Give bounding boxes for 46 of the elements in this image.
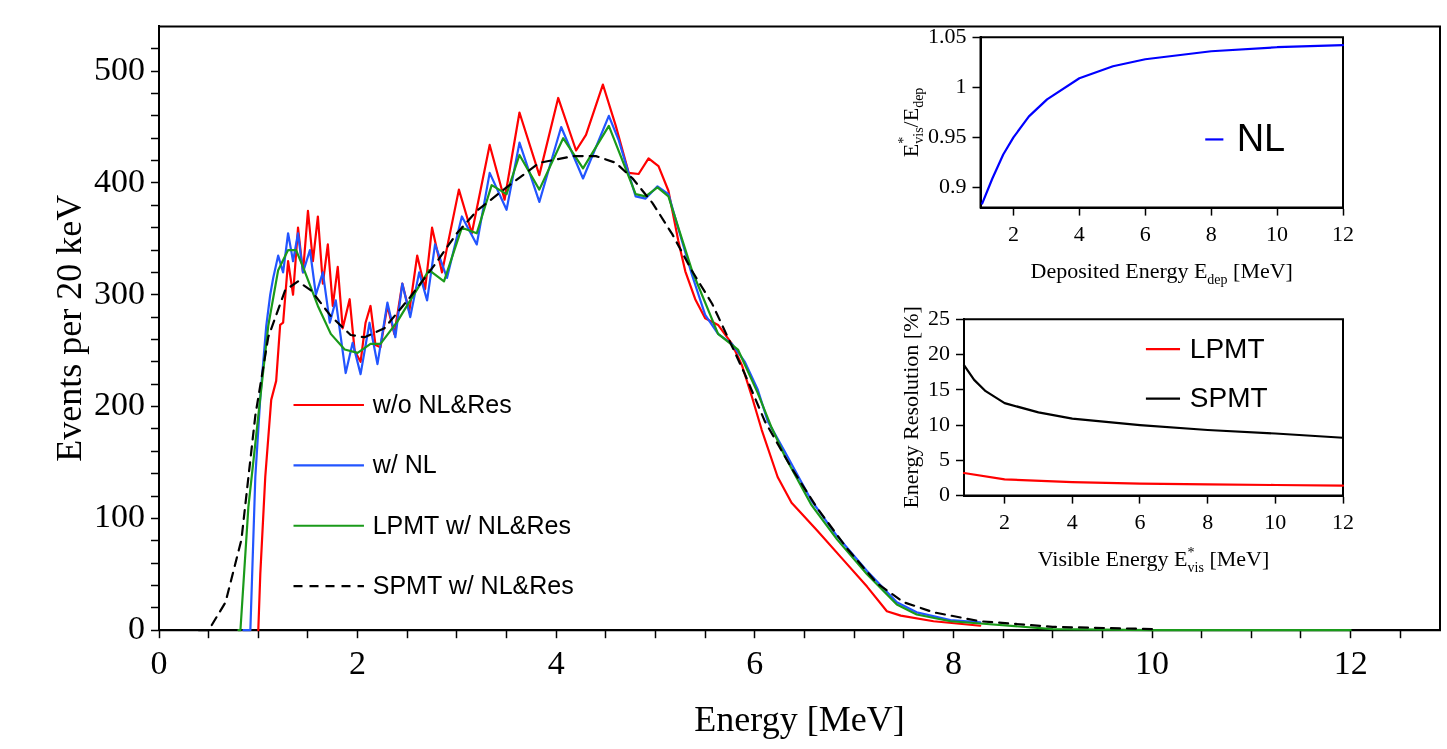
x-tick-label: 4	[1073, 220, 1085, 246]
y-tick-label: 25	[928, 304, 950, 330]
x-tick-label: 8	[944, 643, 962, 681]
x-tick-label: 6	[1139, 220, 1151, 246]
y-tick-label: 1	[955, 73, 967, 99]
y-tick-label: 100	[94, 497, 145, 535]
legend-label: LPMT w/ NL&Res	[372, 510, 571, 539]
y-tick-label: 0.9	[939, 173, 967, 199]
x-tick-label: 2	[1007, 220, 1019, 246]
x-tick-label: 12	[1332, 508, 1354, 534]
y-tick-label: 400	[94, 161, 145, 199]
y-tick-label: 300	[94, 273, 145, 311]
y-tick-label: 20	[928, 340, 950, 366]
x-tick-label: 4	[1066, 508, 1078, 534]
x-axis-title: Energy [MeV]	[694, 698, 905, 739]
y-tick-label: 0	[128, 609, 145, 647]
x-tick-label: 10	[1266, 220, 1289, 246]
y-tick-label: 10	[928, 410, 950, 436]
y-axis-title: Events per 20 keV	[48, 194, 89, 462]
y-tick-label: 15	[928, 375, 950, 401]
x-tick-label: 12	[1333, 643, 1368, 681]
x-tick-label: 6	[746, 643, 764, 681]
legend-label: w/o NL&Res	[371, 389, 512, 418]
y-tick-label: 0.95	[928, 123, 967, 149]
y-axis-title: E*vis/Edep	[896, 87, 927, 158]
legend-label: SPMT w/ NL&Res	[372, 571, 574, 600]
x-tick-label: 12	[1332, 220, 1354, 246]
x-tick-label: 8	[1205, 220, 1217, 246]
y-axis-title: Energy Resolution [%]	[897, 306, 923, 509]
legend-label: NL	[1236, 116, 1286, 159]
x-tick-label: 2	[349, 643, 367, 681]
x-tick-label: 6	[1134, 508, 1146, 534]
x-tick-label: 10	[1264, 508, 1287, 534]
y-tick-label: 0	[939, 481, 950, 507]
y-tick-label: 5	[939, 446, 950, 472]
x-tick-label: 10	[1135, 643, 1170, 681]
x-tick-label: 2	[999, 508, 1011, 534]
y-tick-label: 1.05	[928, 22, 967, 48]
y-tick-label: 200	[94, 385, 145, 423]
y-tick-label: 500	[94, 50, 145, 88]
legend-label: w/ NL	[371, 450, 437, 479]
legend-label: LPMT	[1189, 332, 1265, 364]
x-tick-label: 4	[547, 643, 565, 681]
x-tick-label: 0	[150, 643, 168, 681]
x-tick-label: 8	[1202, 508, 1214, 534]
legend-label: SPMT	[1189, 382, 1268, 414]
